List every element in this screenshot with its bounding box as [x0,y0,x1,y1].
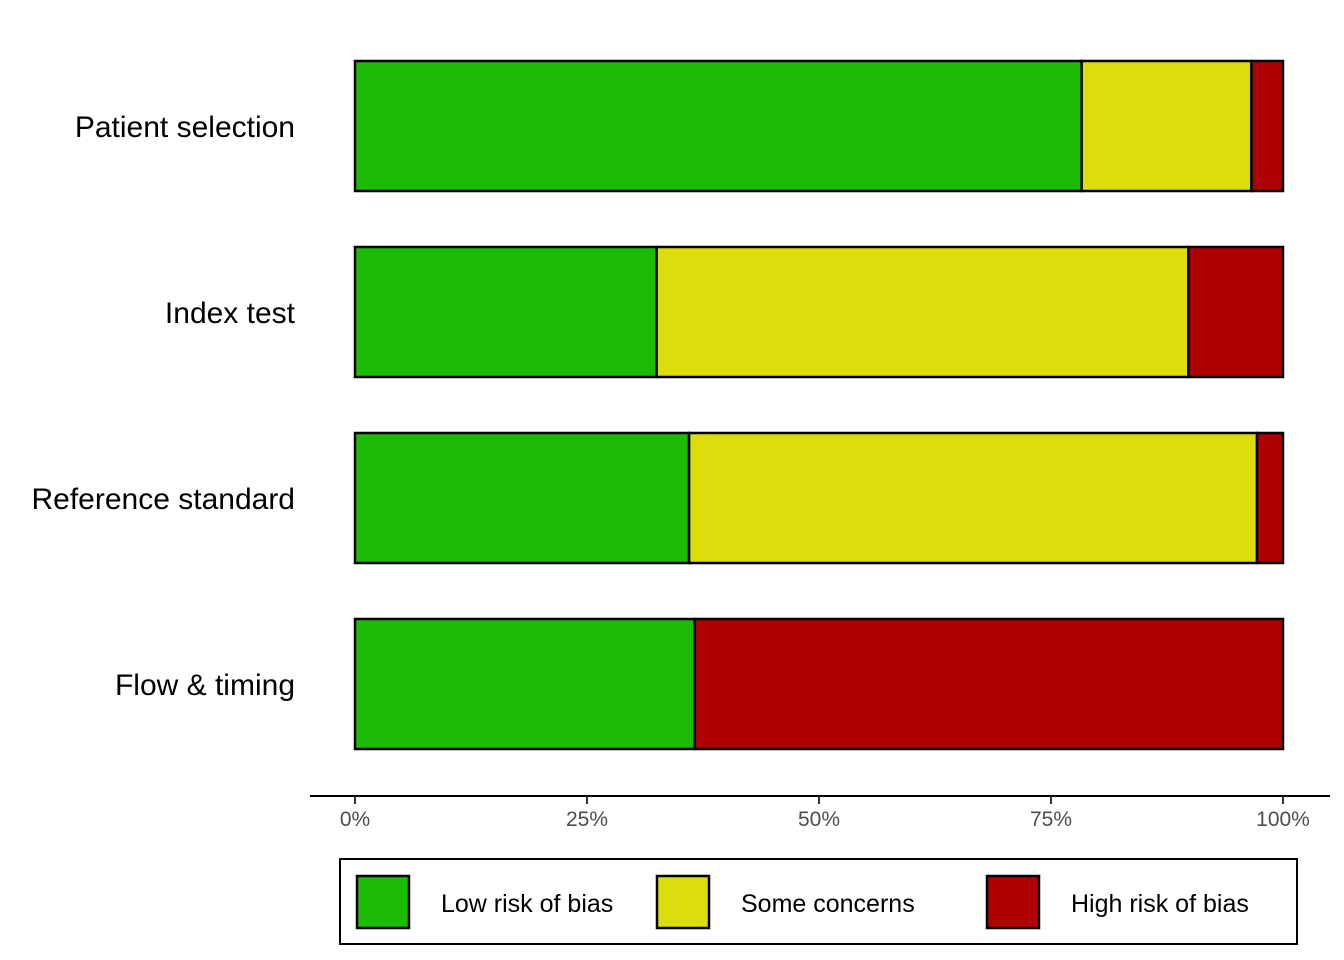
legend-box [339,858,1298,945]
x-tick-label: 75% [1030,808,1072,831]
x-axis-ticks: 0% 25% 50% 75% 100% [340,796,1310,831]
bar-segment [1187,245,1285,379]
category-label: Flow & timing [115,669,295,702]
legend-key [985,874,1041,930]
bar-segment [353,59,1083,193]
category-label: Reference standard [32,483,296,516]
category-label: Index test [165,297,296,330]
legend-label: Some concerns [741,890,915,918]
bar-segment [687,431,1259,565]
bar-segment [1255,431,1285,565]
bar-segment [655,245,1190,379]
bar-segment [1080,59,1253,193]
legend-label: Low risk of bias [441,890,613,918]
legend-key [655,874,711,930]
bar-segment [353,245,658,379]
x-tick-label: 50% [798,808,840,831]
bar-segment [353,617,696,751]
category-labels: Patient selection Index test Reference sta… [32,111,296,702]
bars-layer [353,59,1285,751]
x-tick-label: 0% [340,808,370,831]
bar-segment [1250,59,1285,193]
legend-key [355,874,411,930]
legend: Low risk of bias Some concerns High risk o… [339,858,1298,945]
x-tick-label: 25% [566,808,608,831]
category-label: Patient selection [75,111,295,144]
bar-segment [693,617,1285,751]
x-tick-label: 100% [1256,808,1310,831]
legend-label: High risk of bias [1071,890,1249,918]
bar-segment [353,431,691,565]
